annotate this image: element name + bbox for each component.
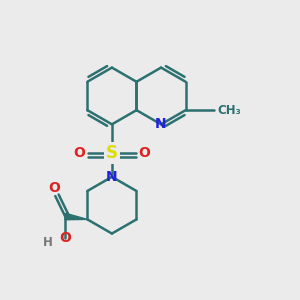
Text: S: S	[106, 144, 118, 162]
Text: O: O	[73, 146, 85, 160]
Polygon shape	[65, 213, 87, 220]
Text: N: N	[106, 170, 118, 184]
Text: O: O	[48, 181, 60, 195]
Text: O: O	[139, 146, 151, 160]
Text: N: N	[155, 117, 167, 131]
Text: O: O	[59, 231, 71, 245]
Text: CH₃: CH₃	[218, 103, 241, 117]
Text: H: H	[43, 236, 52, 249]
